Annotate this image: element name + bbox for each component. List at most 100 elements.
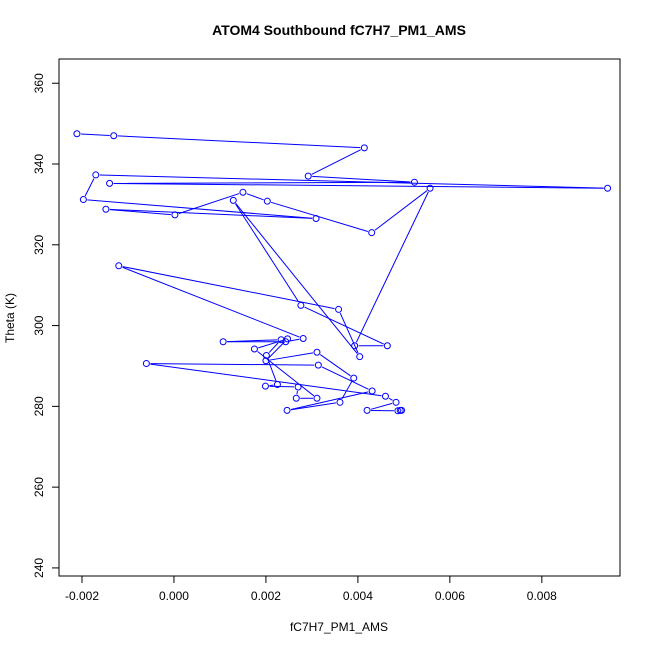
data-point xyxy=(312,215,320,223)
series-segment xyxy=(235,203,300,303)
y-tick-label: 240 xyxy=(32,558,46,578)
series-segment xyxy=(258,339,284,349)
data-point xyxy=(294,383,302,391)
data-point xyxy=(239,188,247,196)
data-point xyxy=(106,179,114,187)
y-axis: 240 260 280 300 320 340 360 xyxy=(32,73,60,578)
series-segment xyxy=(80,133,110,137)
data-point xyxy=(356,353,364,361)
data-point xyxy=(363,406,371,414)
data-point xyxy=(79,196,87,204)
series-segment xyxy=(341,381,353,400)
x-tick-label: 0.000 xyxy=(159,589,189,603)
x-axis-label: fC7H7_PM1_AMS xyxy=(290,620,388,634)
data-point xyxy=(350,374,358,382)
series-segment xyxy=(296,390,298,395)
series-segment xyxy=(267,359,277,381)
series-segment xyxy=(122,266,335,310)
y-tick-label: 320 xyxy=(32,234,46,254)
data-point xyxy=(336,398,344,406)
data-point xyxy=(73,130,81,138)
y-tick-label: 280 xyxy=(32,396,46,416)
data-point xyxy=(92,171,100,179)
series-segment xyxy=(268,341,286,359)
data-point xyxy=(115,262,123,270)
y-tick-label: 340 xyxy=(32,154,46,174)
series-segment xyxy=(339,312,359,354)
series-segment xyxy=(311,149,361,175)
series-segment xyxy=(117,135,361,149)
y-tick-label: 260 xyxy=(32,477,46,497)
data-point xyxy=(360,144,368,152)
series-segment xyxy=(122,266,300,338)
series-segment xyxy=(99,174,604,189)
data-point xyxy=(262,357,270,365)
x-tick-label: 0.006 xyxy=(435,589,465,603)
series-segment xyxy=(270,201,369,233)
y-axis-label: Theta (K) xyxy=(3,293,17,343)
series-segment xyxy=(321,366,369,390)
series-segment xyxy=(269,352,314,361)
data-point xyxy=(102,205,110,213)
data-point xyxy=(381,392,389,400)
data-point xyxy=(383,342,391,350)
series-segment xyxy=(355,191,429,343)
data-point xyxy=(314,361,322,369)
series-segment xyxy=(246,193,264,201)
data-point xyxy=(604,184,612,192)
data-point xyxy=(351,342,359,350)
data-point xyxy=(313,348,321,356)
data-point xyxy=(263,197,271,205)
series-line xyxy=(80,133,604,412)
data-point xyxy=(335,305,343,313)
series-segment xyxy=(312,175,411,183)
chart-title: ATOM4 Southbound fC7H7_PM1_AMS xyxy=(212,22,466,38)
series-segment xyxy=(227,339,278,343)
series-segment xyxy=(319,354,351,377)
series-segment xyxy=(150,363,382,397)
data-point xyxy=(250,345,258,353)
plot-frame xyxy=(58,58,621,577)
series-segment xyxy=(109,208,313,219)
x-tick-label: 0.008 xyxy=(527,589,557,603)
series-segment xyxy=(150,363,315,366)
series-points xyxy=(73,130,612,415)
data-point xyxy=(426,184,434,192)
data-point xyxy=(396,406,404,414)
data-point xyxy=(277,336,285,344)
data-point xyxy=(297,301,305,309)
series-segment xyxy=(113,181,411,184)
series-segment xyxy=(370,402,393,410)
series-segment xyxy=(388,397,393,401)
data-point xyxy=(368,229,376,237)
series-segment xyxy=(289,338,300,342)
data-point xyxy=(229,196,237,204)
x-tick-label: 0.002 xyxy=(251,589,281,603)
series-segment xyxy=(235,203,358,354)
data-point xyxy=(304,172,312,180)
data-point xyxy=(171,211,179,219)
data-point xyxy=(410,178,418,186)
data-point xyxy=(284,335,292,343)
series-segment xyxy=(290,402,337,411)
series-segment xyxy=(268,342,279,353)
series-segment xyxy=(269,385,295,388)
x-tick-label: -0.002 xyxy=(65,589,99,603)
y-tick-label: 360 xyxy=(32,73,46,93)
data-point xyxy=(219,338,227,346)
data-point xyxy=(292,394,300,402)
series-segment xyxy=(84,178,95,197)
series-segment xyxy=(290,391,369,410)
data-point xyxy=(142,360,150,368)
series-segment xyxy=(178,193,240,215)
data-point xyxy=(262,351,270,359)
series-segment xyxy=(269,384,274,387)
y-tick-label: 300 xyxy=(32,315,46,335)
x-axis: -0.002 0.000 0.002 0.004 0.006 0.008 xyxy=(65,575,557,603)
series-segment xyxy=(113,182,604,189)
data-point xyxy=(110,132,118,140)
x-tick-label: 0.004 xyxy=(343,589,373,603)
series-segment xyxy=(87,199,313,219)
data-point xyxy=(283,406,291,414)
data-point xyxy=(313,394,321,402)
